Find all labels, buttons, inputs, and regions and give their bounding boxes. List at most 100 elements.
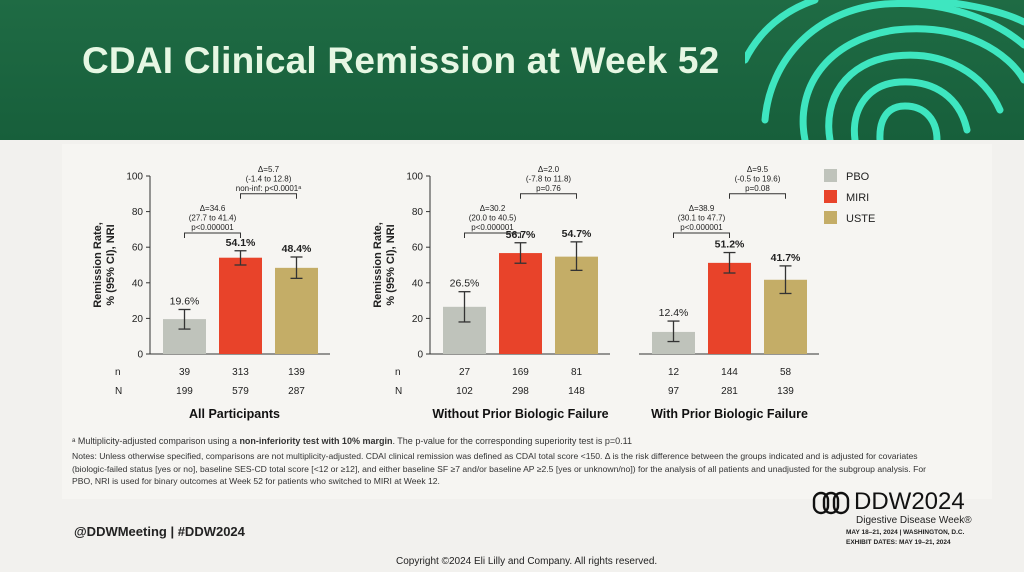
chart1-n-value-miri: 313 — [232, 367, 249, 378]
hashtag-text: @DDWMeeting | #DDW2024 — [74, 524, 245, 539]
chart1-n-value-pbo: 39 — [179, 367, 191, 378]
chart3-bar-miri — [708, 262, 751, 354]
chart1-value-label-miri: 54.1% — [226, 237, 256, 249]
chart2-comparison-text-2-1: Δ=2.0 — [538, 165, 560, 174]
chart2-bar-uste — [555, 256, 598, 354]
chart2-y-tick-label: 100 — [406, 172, 423, 183]
remission-charts: 0 20 40 60 80 100 Remission Rate,% (95% CI), N… — [92, 165, 875, 421]
chart1-y-tick-label: 40 — [132, 278, 144, 289]
ddw-subtitle: Digestive Disease Week® — [856, 515, 972, 526]
ddw-brand: DDW — [854, 488, 912, 515]
fingerprint-graphic — [745, 0, 1024, 140]
footnote-suffix: . The p-value for the corresponding supe… — [392, 436, 633, 446]
chart1-N-label: N — [115, 386, 122, 397]
chart3-comparison-text-2-1: Δ=9.5 — [747, 165, 769, 174]
ddw-dates: MAY 18–21, 2024 | WASHINGTON, D.C. — [846, 529, 965, 536]
chart3-n-value-uste: 58 — [780, 367, 792, 378]
chart1-y-tick-label: 100 — [126, 172, 143, 183]
ddw-exhibit-dates: EXHIBIT DATES: MAY 19–21, 2024 — [846, 539, 951, 546]
chart1-bar-miri — [219, 257, 262, 354]
chart3-comparison-bracket-1 — [673, 232, 730, 238]
chart1-title: All Participants — [189, 407, 280, 421]
chart3-value-label-pbo: 12.4% — [659, 307, 689, 319]
chart2-n-value-pbo: 27 — [459, 367, 471, 378]
chart2-N-value-miri: 298 — [512, 386, 529, 397]
chart1-comparison-text-1-2: (27.7 to 41.4) — [189, 213, 237, 222]
chart1-comparison-text-2-1: Δ=5.7 — [258, 165, 280, 174]
chart1-y-tick-label: 60 — [132, 243, 144, 254]
chart2-comparison-text-2-3: p=0.76 — [536, 184, 561, 193]
legend-swatch-pbo — [824, 169, 837, 182]
chart2-N-value-pbo: 102 — [456, 386, 473, 397]
footnote-bold: non-inferiority test with 10% margin — [239, 436, 393, 446]
ddw-logo-icon — [812, 491, 850, 515]
chart1-value-label-uste: 48.4% — [282, 243, 312, 255]
chart1-y-tick-label: 80 — [132, 207, 144, 218]
chart1-y-label: Remission Rate,% (95% CI), NRI — [92, 222, 117, 308]
chart3-comparison-text-1-3: p<0.000001 — [680, 223, 723, 232]
chart2-y-label: Remission Rate,% (95% CI), NRI — [372, 222, 397, 308]
chart2-y-tick-label: 20 — [412, 314, 424, 325]
chart1-value-label-pbo: 19.6% — [170, 296, 200, 308]
chart2-n-value-uste: 81 — [571, 367, 583, 378]
chart2-title: Without Prior Biologic Failure — [432, 407, 608, 421]
footnote-multiplicity: ᵃ Multiplicity-adjusted comparison using… — [72, 436, 972, 446]
chart3-bar-pbo — [652, 331, 695, 354]
chart2-y-tick-label: 80 — [412, 207, 424, 218]
chart3-value-label-miri: 51.2% — [715, 239, 745, 251]
legend-label-miri: MIRI — [846, 192, 869, 204]
chart2-value-label-uste: 54.7% — [562, 228, 592, 240]
chart1-comparison-text-2-2: (-1.4 to 12.8) — [246, 174, 292, 183]
chart3-comparison-text-1-1: Δ=38.9 — [689, 204, 715, 213]
chart3-comparison-text-2-2: (-0.5 to 19.6) — [735, 174, 781, 183]
chart1-comparison-bracket-1 — [184, 232, 241, 238]
legend-label-pbo: PBO — [846, 171, 870, 183]
chart2-y-tick-label: 40 — [412, 278, 424, 289]
chart1-comparison-text-2-3: non-inf: p<0.0001ᵃ — [236, 184, 302, 193]
chart3-N-value-uste: 139 — [777, 386, 794, 397]
chart2-N-value-uste: 148 — [568, 386, 585, 397]
chart2-comparison-bracket-2 — [520, 193, 577, 199]
chart1-n-label: n — [115, 367, 121, 378]
chart2-y-tick-label: 60 — [412, 243, 424, 254]
chart3-value-label-uste: 41.7% — [771, 252, 801, 264]
chart2-comparison-text-1-2: (20.0 to 40.5) — [469, 213, 517, 222]
chart3-N-value-pbo: 97 — [668, 386, 680, 397]
legend-swatch-uste — [824, 211, 837, 224]
ddw-logo-block: DDW2024 Digestive Disease Week® MAY 18–2… — [812, 488, 1002, 558]
legend-label-uste: USTE — [846, 213, 875, 225]
chart1-y-tick-label: 20 — [132, 314, 144, 325]
chart3-comparison-text-2-3: p=0.08 — [745, 184, 770, 193]
chart1-comparison-text-1-1: Δ=34.6 — [200, 204, 226, 213]
chart1-N-value-miri: 579 — [232, 386, 249, 397]
chart2-comparison-text-1-1: Δ=30.2 — [480, 204, 506, 213]
chart3-comparison-bracket-2 — [729, 193, 786, 199]
chart2-bar-miri — [499, 253, 542, 354]
chart3-title: With Prior Biologic Failure — [651, 407, 808, 421]
chart1-n-value-uste: 139 — [288, 367, 305, 378]
chart2-N-label: N — [395, 386, 402, 397]
chart3-comparison-text-1-2: (30.1 to 47.7) — [678, 213, 726, 222]
chart2-comparison-text-1-3: p<0.000001 — [471, 223, 514, 232]
legend-swatch-miri — [824, 190, 837, 203]
chart2-y-tick-label: 0 — [417, 350, 423, 361]
chart2-n-label: n — [395, 367, 401, 378]
chart1-bar-uste — [275, 267, 318, 354]
notes-text: Notes: Unless otherwise specified, compa… — [72, 451, 927, 486]
chart1-comparison-text-1-3: p<0.000001 — [191, 223, 234, 232]
chart2-value-label-pbo: 26.5% — [450, 278, 480, 290]
chart2-comparison-text-2-2: (-7.8 to 11.8) — [526, 174, 572, 183]
chart1-N-value-uste: 287 — [288, 386, 305, 397]
chart3-N-value-miri: 281 — [721, 386, 738, 397]
chart3-n-value-miri: 144 — [721, 367, 738, 378]
chart2-comparison-bracket-1 — [464, 232, 521, 238]
ddw-wordmark: DDW2024 — [854, 488, 965, 516]
chart1-comparison-bracket-2 — [240, 193, 297, 199]
copyright-text: Copyright ©2024 Eli Lilly and Company. A… — [396, 556, 658, 567]
ddw-year: 2024 — [911, 488, 965, 515]
chart1-y-tick-label: 0 — [137, 350, 143, 361]
slide-title: CDAI Clinical Remission at Week 52 — [82, 40, 720, 81]
slide-header: CDAI Clinical Remission at Week 52 — [0, 0, 1024, 140]
footnote-prefix: ᵃ Multiplicity-adjusted comparison using… — [72, 436, 240, 446]
